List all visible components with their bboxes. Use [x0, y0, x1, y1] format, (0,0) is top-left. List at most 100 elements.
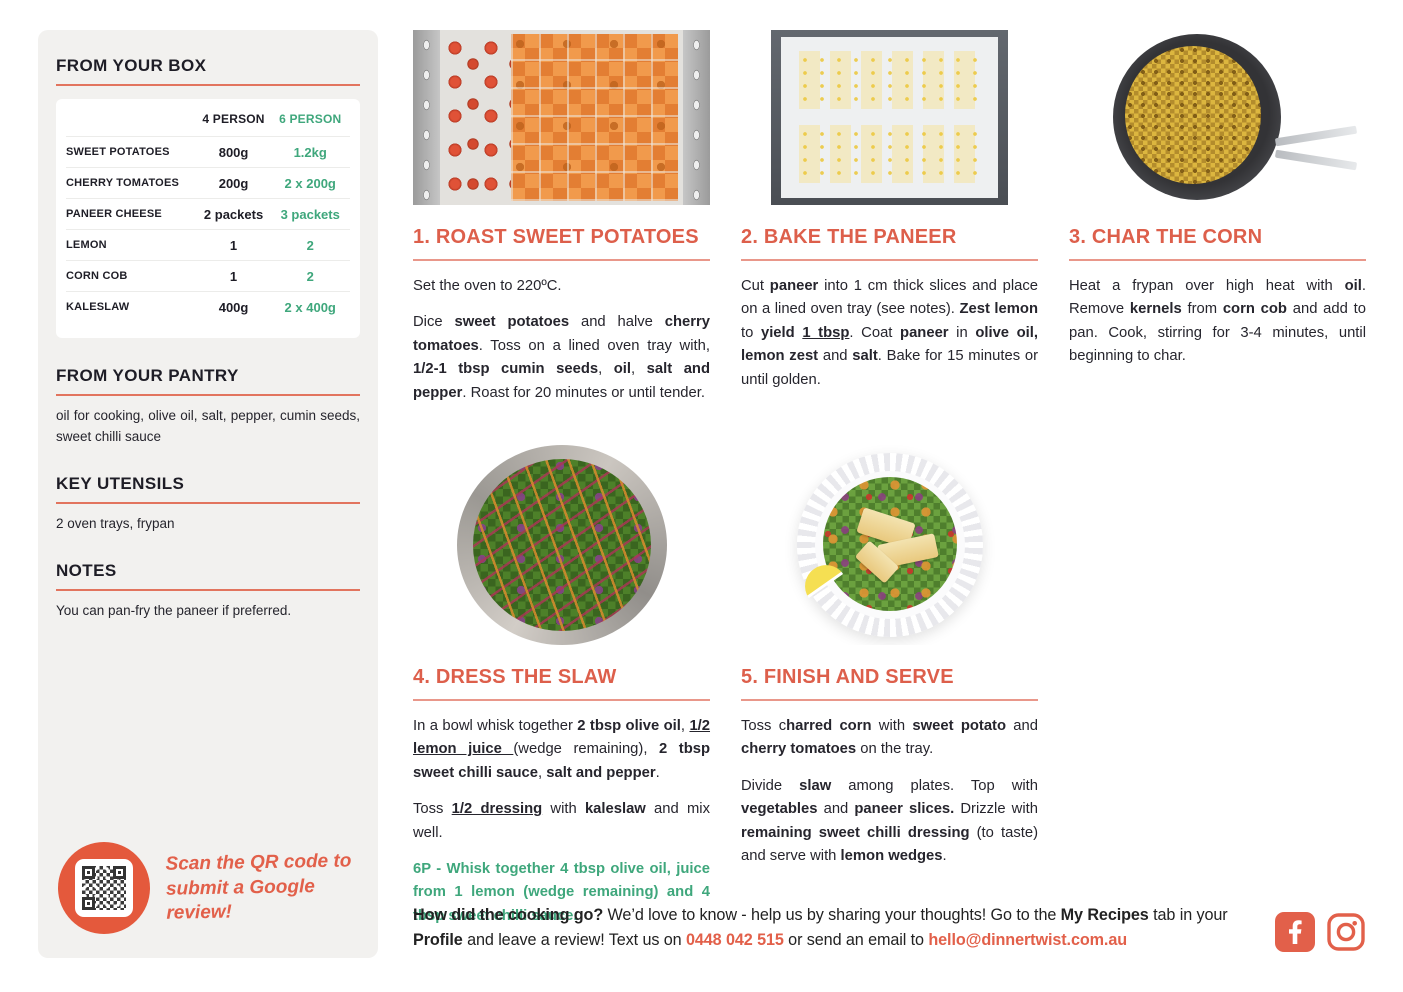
- photo-layer: [1274, 125, 1358, 147]
- recipe-steps: 1. ROAST SWEET POTATOES Set the oven to …: [413, 30, 1366, 941]
- divider: [741, 699, 1038, 701]
- text-run: remaining sweet chilli dressing: [741, 824, 970, 841]
- text-run: 2 tbsp sweet chilli sauce: [413, 741, 710, 781]
- qty-4p: 2 packets: [203, 206, 264, 222]
- ingredient-label: CORN COB: [66, 270, 128, 282]
- sidebar: FROM YOUR BOX 4 PERSON 6 PERSON SWEET PO…: [38, 30, 378, 958]
- step-3-char-the-corn: 3. CHAR THE CORN Heat a frypan over high…: [1069, 30, 1366, 445]
- text-run: 1/2 lemon juice: [413, 718, 711, 758]
- text-run: paneer: [769, 278, 819, 294]
- text-run: kaleslaw: [584, 801, 646, 818]
- table-row: LEMON 1 2: [66, 229, 350, 260]
- step-paragraph: 6P - Whisk together 4 tbsp olive oil, ju…: [413, 858, 710, 928]
- text-run: 1/2 dressing: [451, 801, 543, 818]
- from-your-pantry-title: FROM YOUR PANTRY: [56, 366, 239, 385]
- qr-finder: [82, 897, 95, 910]
- step-paragraph: Toss 1/2 dressing with kaleslaw and mix …: [413, 798, 710, 845]
- text-run: kernels: [1129, 301, 1182, 318]
- text-run: harred corn: [786, 718, 872, 734]
- text-run: . Remove: [1069, 278, 1366, 318]
- text-run: ,: [598, 361, 614, 378]
- facebook-icon[interactable]: [1275, 912, 1315, 952]
- steps-grid: 1. ROAST SWEET POTATOES Set the oven to …: [413, 30, 1366, 941]
- text-run: cherry tomatoes: [413, 314, 710, 354]
- text-run: hello@dinnertwist.com.au: [928, 931, 1128, 950]
- google-review-block: Scan the QR code to submit a Google revi…: [58, 842, 360, 934]
- photo-corn-pan: [1069, 30, 1366, 205]
- text-run: oil: [613, 361, 632, 378]
- qr-code-icon: [58, 842, 150, 934]
- text-run: olive oil, lemon zest: [741, 324, 1039, 365]
- footer: How did the cooking go? We’d love to kno…: [413, 903, 1263, 953]
- ingredient-label: SWEET POTATOES: [66, 146, 170, 158]
- text-run: ,: [538, 764, 547, 781]
- table-row: CHERRY TOMATOES 200g 2 x 200g: [66, 167, 350, 198]
- table-row: KALESLAW 400g 2 x 400g: [66, 291, 350, 322]
- step-title: 2. BAKE THE PANEER: [741, 226, 957, 248]
- text-run: . Roast for 20 minutes or until tender.: [462, 384, 705, 401]
- photo-layer: [799, 51, 980, 109]
- utensils-text: 2 oven trays, frypan: [56, 515, 175, 531]
- text-run: and: [818, 348, 853, 365]
- instagram-icon[interactable]: [1326, 912, 1366, 952]
- pantry-text: oil for cooking, olive oil, salt, pepper…: [56, 408, 360, 444]
- text-run: Toss c: [741, 718, 787, 734]
- text-run: to: [741, 324, 761, 341]
- table-header-row: 4 PERSON 6 PERSON: [66, 101, 350, 136]
- divider: [56, 501, 360, 504]
- step-paragraph: In a bowl whisk together 2 tbsp olive oi…: [413, 715, 710, 785]
- qr-finder: [82, 866, 95, 879]
- step-5-finish-and-serve: 5. FINISH AND SERVE Toss charred corn wi…: [741, 445, 1038, 941]
- ingredient-label: KALESLAW: [66, 301, 130, 313]
- step-paragraph: Cut paneer into 1 cm thick slices and pl…: [741, 275, 1038, 392]
- divider: [56, 84, 360, 86]
- text-run: cherry tomatoes: [741, 741, 857, 758]
- step-title: 3. CHAR THE CORN: [1069, 226, 1263, 248]
- col-header-6-person: 6 PERSON: [279, 111, 342, 126]
- ingredient-label: CHERRY TOMATOES: [66, 177, 180, 189]
- text-run: (to taste) and serve with: [741, 824, 1039, 864]
- qty-4p: 200g: [218, 175, 249, 191]
- notes-title: NOTES: [56, 560, 117, 580]
- from-your-box-section: FROM YOUR BOX 4 PERSON 6 PERSON SWEET PO…: [56, 56, 360, 338]
- text-run: ,: [631, 361, 647, 378]
- divider: [1069, 259, 1366, 261]
- text-run: vegetables: [741, 801, 818, 818]
- text-run: Toss: [413, 801, 452, 818]
- qty-4p: 1: [229, 268, 238, 284]
- qty-4p: 400g: [218, 299, 249, 315]
- text-run: tab in your: [1148, 906, 1228, 924]
- qty-6p: 2 x 400g: [284, 299, 336, 315]
- photo-paneer-tray: [741, 30, 1038, 205]
- text-run: slaw: [799, 777, 832, 794]
- photo-slaw-bowl: [413, 445, 710, 645]
- text-run: among plates. Top with: [831, 777, 1039, 794]
- text-run: on the tray.: [856, 741, 934, 758]
- qty-6p: 2: [306, 237, 314, 253]
- text-run: . Bake for 15 minutes or until golden.: [741, 348, 1038, 388]
- text-run: .: [655, 764, 660, 781]
- photo-layer: [413, 30, 440, 205]
- text-run: We’d love to know - help us by sharing y…: [603, 906, 1061, 924]
- text-run: ,: [680, 718, 690, 734]
- photo-roast-tray: [413, 30, 710, 205]
- text-run: Heat a frypan over high heat with: [1069, 278, 1345, 294]
- key-utensils-section: KEY UTENSILS 2 oven trays, frypan: [56, 474, 360, 535]
- step-title: 1. ROAST SWEET POTATOES: [413, 226, 699, 248]
- footer-text: How did the cooking go? We’d love to kno…: [413, 903, 1263, 953]
- text-run: in: [948, 324, 976, 341]
- text-run: paneer: [900, 324, 949, 341]
- empty-cell: [1069, 445, 1366, 941]
- divider: [741, 259, 1038, 261]
- step-paragraph: Divide slaw among plates. Top with veget…: [741, 775, 1038, 869]
- text-run: sweet potatoes: [454, 314, 570, 331]
- qr-sticker: [75, 859, 133, 917]
- qty-6p: 3 packets: [280, 206, 340, 222]
- step-1-roast-sweet-potatoes: 1. ROAST SWEET POTATOES Set the oven to …: [413, 30, 710, 445]
- text-run: Drizzle with: [954, 801, 1038, 818]
- text-run: and: [1006, 718, 1038, 734]
- text-run: In a bowl whisk together: [413, 718, 578, 734]
- text-run: Divide: [741, 777, 800, 794]
- text-run: and add to pan. Cook, stirring for 3-4 m…: [1069, 301, 1366, 365]
- photo-finished-plate: [741, 445, 1038, 645]
